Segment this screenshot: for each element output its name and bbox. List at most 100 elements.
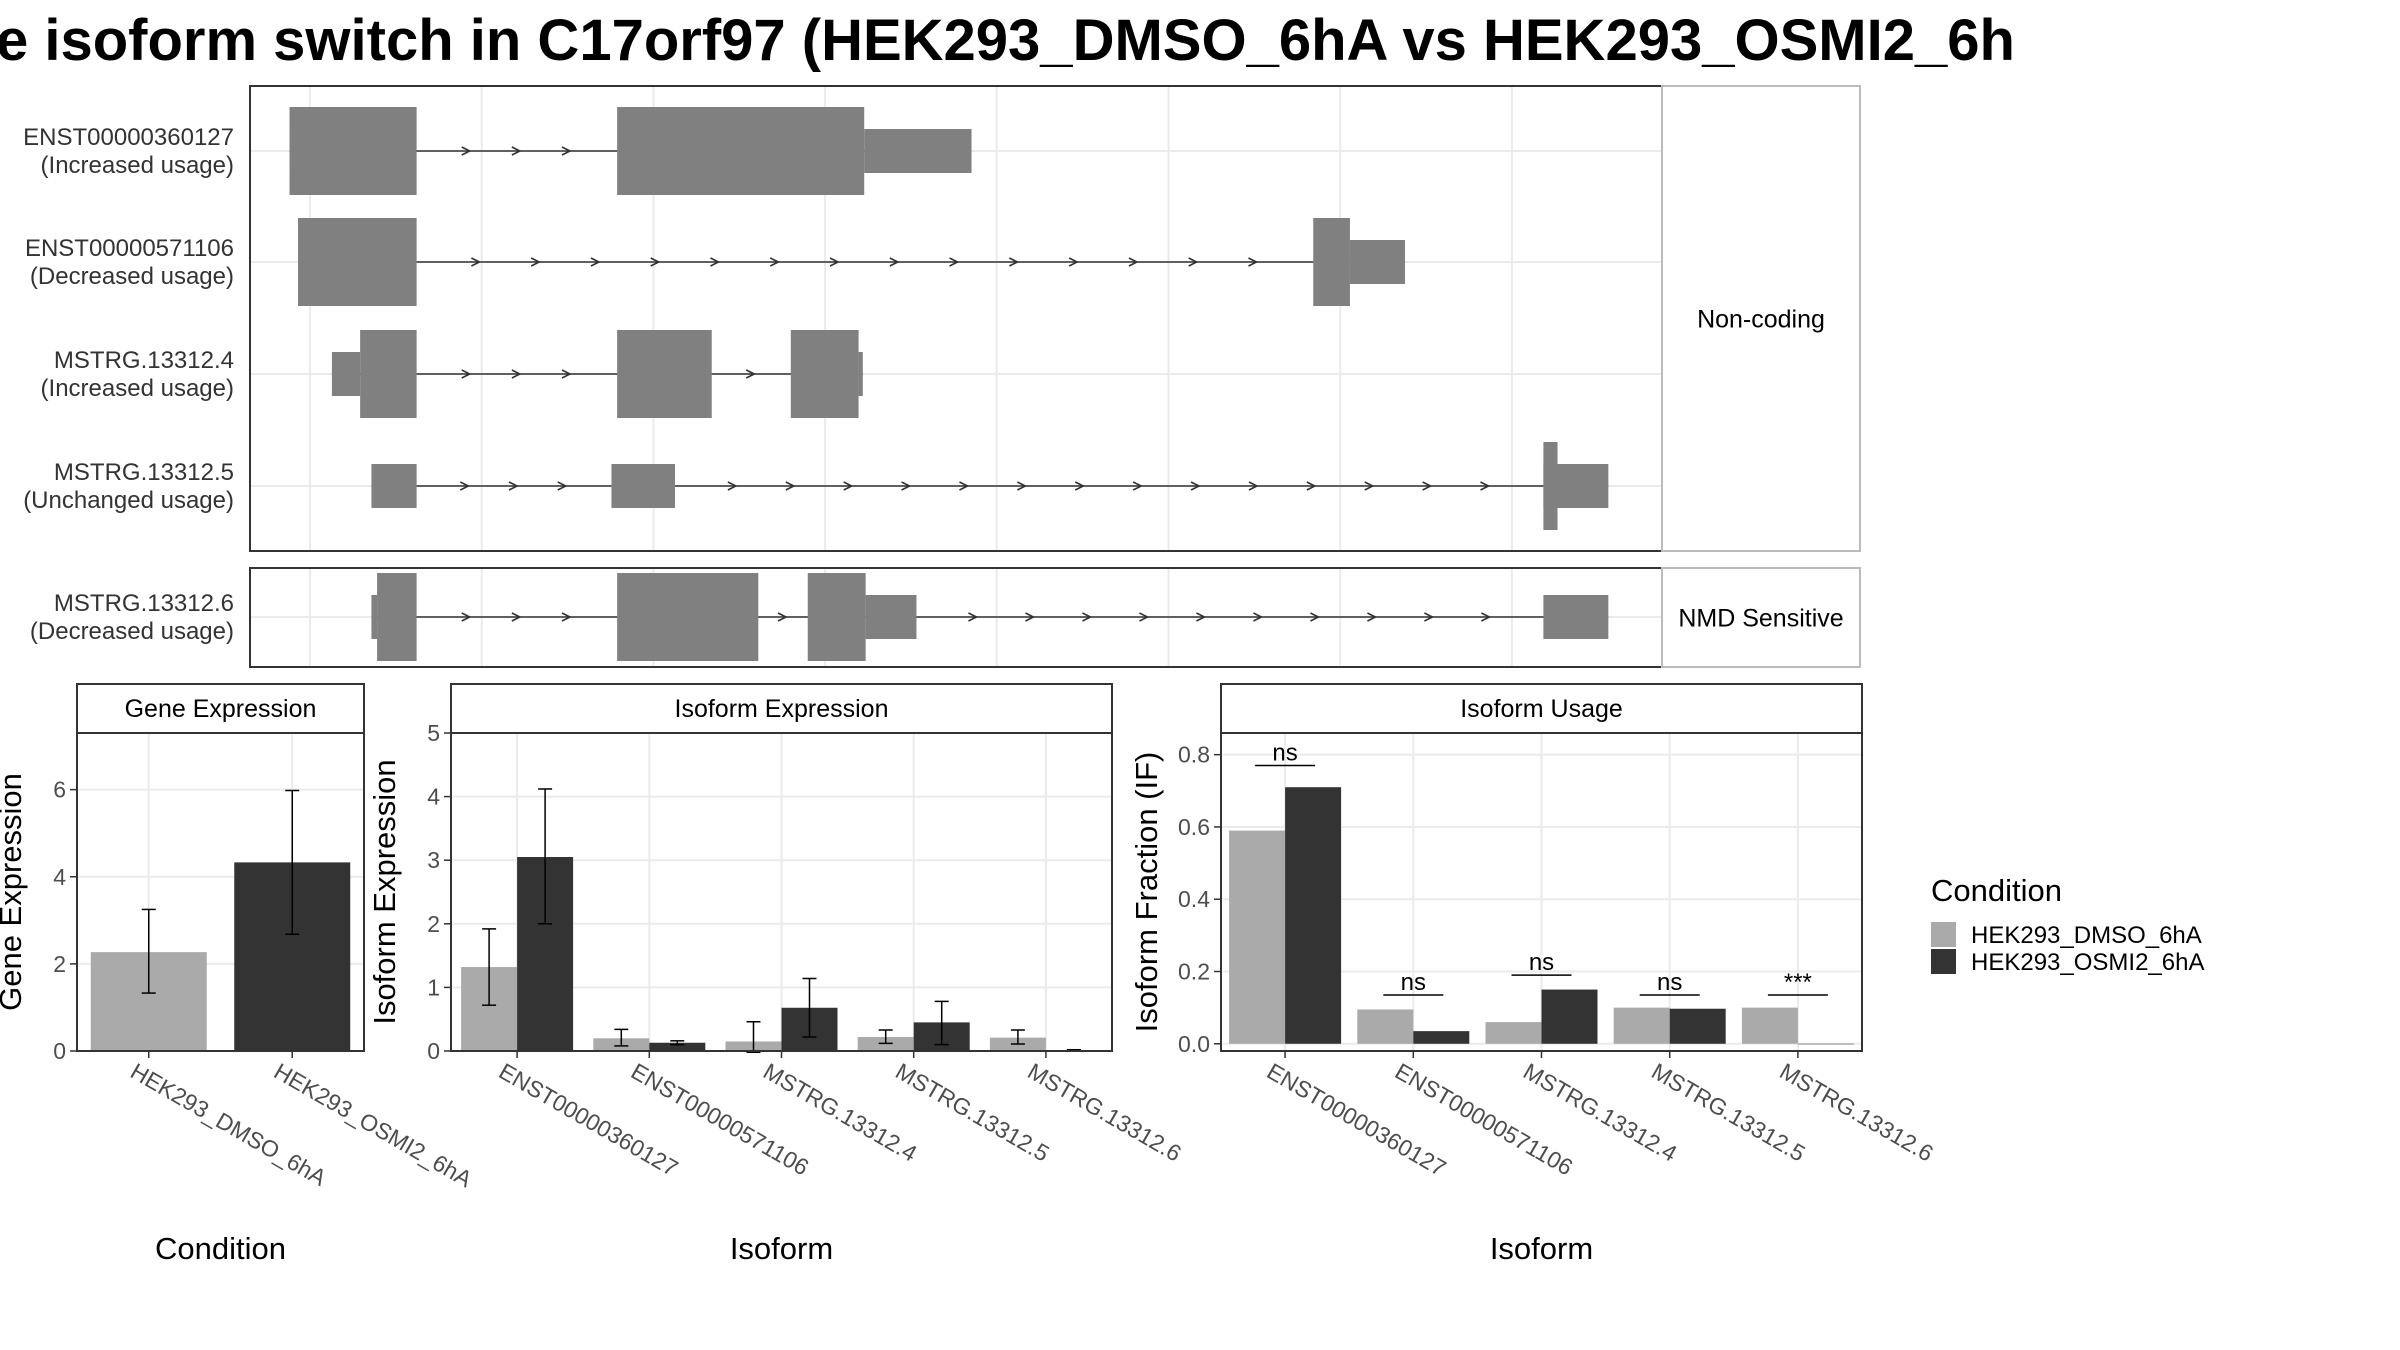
intron-arrow [557, 481, 568, 491]
chart-title: Gene Expression [125, 695, 317, 723]
exon-cds-block [360, 330, 417, 418]
bar [1741, 1007, 1798, 1044]
exon-utr-block [865, 595, 917, 639]
intron-arrow [1128, 257, 1139, 267]
intron-arrow [777, 612, 788, 622]
exon-cds-block [617, 330, 712, 418]
legend-title: Condition [1931, 873, 2062, 908]
chart-panel-3: Isoform Usage0.00.20.40.60.8ENST00000360… [1129, 683, 1938, 1266]
bar [1541, 989, 1598, 1044]
significance-label: ns [1272, 740, 1297, 767]
intron-arrow [1248, 481, 1259, 491]
exon-utr-block [858, 352, 863, 396]
exon-cds-block [298, 218, 417, 306]
significance-label: ns [1529, 949, 1554, 976]
chart-frame [450, 732, 1113, 1052]
y-tick-label: 4 [427, 784, 440, 810]
y-tick-label: 0.2 [1178, 959, 1210, 985]
intron-arrow [901, 481, 912, 491]
chart-frame [1220, 732, 1863, 1052]
x-axis-title: Isoform [730, 1231, 833, 1266]
y-tick-label: 6 [53, 777, 66, 803]
intron-arrow [511, 369, 522, 379]
bar [1357, 1009, 1414, 1044]
exon-cds-block [1543, 442, 1558, 530]
intron-arrow [959, 481, 970, 491]
intron-arrow [530, 257, 541, 267]
intron-arrow [1074, 481, 1086, 491]
intron-arrow [1480, 481, 1491, 491]
figure-title: e isoform switch in C17orf97 (HEK293_DMS… [0, 8, 2015, 73]
y-tick-label: 0.4 [1178, 886, 1210, 912]
transcript-id-label: ENST00000571106 [25, 235, 234, 262]
exon-cds-block [289, 107, 417, 195]
intron-arrow [1248, 257, 1259, 267]
exon-utr-block [371, 464, 417, 508]
intron-arrow [561, 369, 572, 379]
intron-arrow [508, 481, 519, 491]
intron-arrow [1367, 612, 1378, 622]
y-tick-label: 5 [427, 720, 440, 746]
transcript-usage-label: (Decreased usage) [30, 263, 234, 290]
transcript-id-label: MSTRG.13312.4 [54, 347, 234, 374]
exon-cds-block [807, 573, 866, 661]
y-axis-title: Isoform Expression [367, 759, 402, 1024]
intron-arrow [1364, 481, 1375, 491]
y-tick-label: 3 [427, 847, 440, 873]
intron-arrow [1017, 481, 1028, 491]
intron-arrow [1190, 481, 1201, 491]
intron-arrow [590, 257, 601, 267]
intron-arrow [769, 257, 781, 267]
intron-arrow [727, 481, 738, 491]
intron-arrow [889, 257, 900, 267]
y-tick-label: 1 [427, 974, 440, 1000]
transcript-usage-label: (Decreased usage) [30, 618, 234, 645]
intron-arrow [561, 146, 572, 156]
chart-strip [76, 683, 365, 734]
y-tick-label: 0.0 [1178, 1031, 1210, 1057]
x-axis-title: Isoform [1490, 1231, 1593, 1266]
intron-arrow [561, 612, 572, 622]
y-tick-label: 0 [53, 1038, 66, 1064]
intron-arrow [511, 146, 522, 156]
transcript-usage-label: (Unchanged usage) [23, 487, 234, 514]
group-strip-label: NMD Sensitive [1678, 605, 1843, 633]
intron-arrow [1068, 257, 1079, 267]
intron-arrow [461, 369, 472, 379]
intron-arrow [1253, 612, 1264, 622]
y-axis-title: Isoform Fraction (IF) [1129, 752, 1164, 1033]
chart-title: Isoform Usage [1460, 695, 1623, 723]
y-axis-title: Gene Expression [0, 773, 28, 1011]
legend-swatch [1931, 922, 1956, 947]
exon-utr-block [1349, 240, 1406, 284]
x-axis-title: Condition [155, 1231, 286, 1266]
intron-arrow [1025, 612, 1036, 622]
bar [1229, 830, 1286, 1044]
group-strip-label: Non-coding [1697, 306, 1825, 334]
intron-arrow [1139, 612, 1150, 622]
intron-arrow [1132, 481, 1143, 491]
y-tick-label: 4 [53, 864, 66, 890]
exon-utr-block [371, 595, 378, 639]
exon-cds-block [377, 573, 417, 661]
intron-arrow [843, 481, 854, 491]
intron-arrow [459, 481, 471, 491]
bar [1797, 1043, 1854, 1045]
chart-strip [450, 683, 1113, 734]
intron-arrow [785, 481, 796, 491]
chart-panel-1: Gene Expression0246HEK293_DMSO_6hAHEK293… [0, 683, 477, 1266]
chart-title: Isoform Expression [675, 695, 889, 723]
bar [1413, 1031, 1470, 1044]
transcript-usage-label: (Increased usage) [41, 375, 234, 402]
y-tick-label: 0.8 [1178, 742, 1210, 768]
legend-swatch [1931, 949, 1956, 974]
bar [1669, 1008, 1726, 1044]
y-tick-label: 0 [427, 1038, 440, 1064]
intron-arrow [461, 612, 472, 622]
exon-utr-block [1543, 595, 1609, 639]
intron-arrow [745, 369, 757, 379]
bar [1485, 1022, 1542, 1044]
